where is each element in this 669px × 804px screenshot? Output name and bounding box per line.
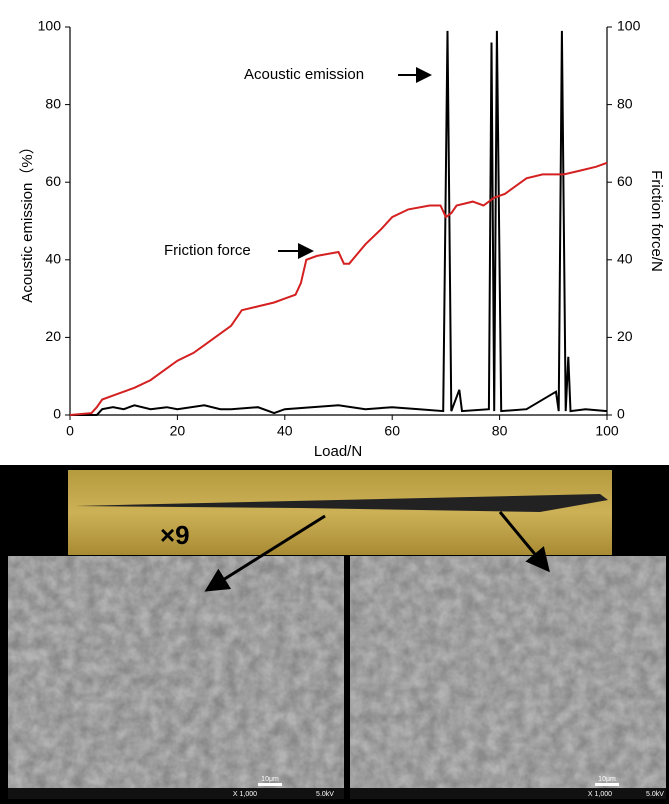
y2-axis-label: Friction force/N [648, 170, 665, 272]
sem-mag: X 1,000 [588, 791, 612, 798]
sem-scale: 10μm [598, 776, 616, 783]
sem-right [350, 556, 666, 799]
y-tick-label: 40 [45, 251, 61, 267]
y2-tick-label: 0 [617, 406, 625, 422]
x-tick-label: 60 [384, 423, 400, 439]
y-tick-label: 80 [45, 95, 61, 111]
figure: ×9 10μm X 1,000 5.0kV 10μm X 1,000 5.0kV… [0, 0, 669, 799]
y2-tick-label: 100 [617, 18, 641, 34]
y2-tick-label: 40 [617, 251, 633, 267]
x-axis-label: Load/N [314, 443, 362, 460]
magnification-label: ×9 [160, 520, 190, 550]
y2-tick-label: 20 [617, 328, 633, 344]
optical-strip: ×9 [68, 470, 612, 555]
x-tick-label: 80 [492, 423, 508, 439]
y-tick-label: 20 [45, 328, 61, 344]
y-tick-label: 100 [38, 18, 62, 34]
annotation: Friction force [164, 242, 251, 259]
y-axis-label: Acoustic emission（%） [19, 139, 36, 302]
x-tick-label: 40 [277, 423, 293, 439]
sem-voltage: 5.0kV [646, 791, 664, 798]
sem-mag: X 1,000 [233, 791, 257, 798]
sem-left [8, 556, 344, 799]
y2-tick-label: 60 [617, 173, 633, 189]
y-tick-label: 60 [45, 173, 61, 189]
x-tick-label: 20 [170, 423, 186, 439]
y-tick-label: 0 [53, 406, 61, 422]
page: ×9 10μm X 1,000 5.0kV 10μm X 1,000 5.0kV… [0, 0, 669, 804]
sem-voltage: 5.0kV [316, 791, 334, 798]
x-tick-label: 0 [66, 423, 74, 439]
y2-tick-label: 80 [617, 95, 633, 111]
annotation: Acoustic emission [244, 66, 364, 83]
x-tick-label: 100 [595, 423, 619, 439]
sem-scale: 10μm [261, 776, 279, 783]
